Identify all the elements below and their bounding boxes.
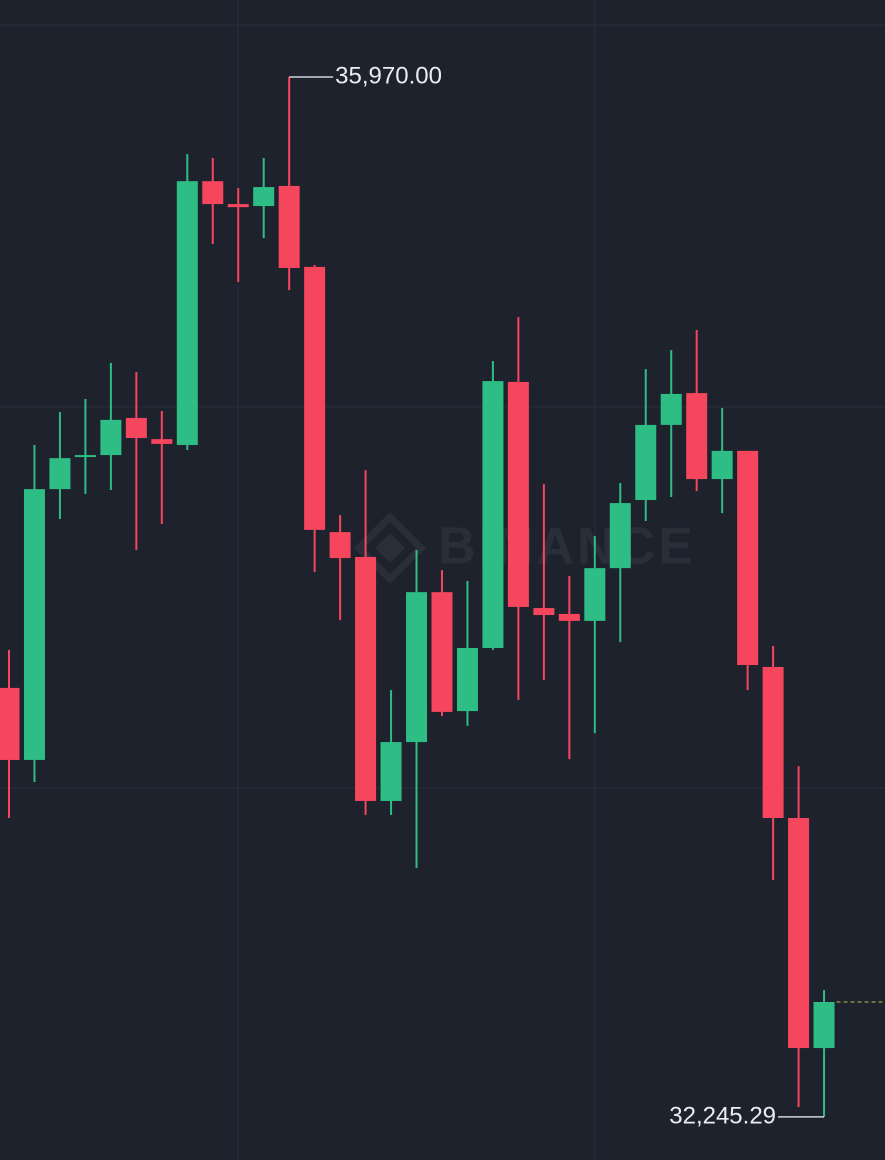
candle-body [558, 613, 580, 621]
candle-body [74, 455, 96, 458]
candle-body [176, 181, 198, 446]
candle-body [533, 608, 555, 616]
candle-body [406, 592, 428, 743]
candle-body [355, 556, 377, 801]
candle-body [788, 818, 810, 1049]
candle-body [635, 424, 657, 501]
high-annotation: 35,970.00 [335, 62, 442, 89]
candle-body [304, 266, 326, 530]
candle-body [380, 742, 402, 801]
candle-body [456, 647, 478, 712]
watermark-text: BINANCE [438, 518, 696, 576]
candle-body [609, 503, 631, 569]
candle-body [711, 450, 733, 480]
candle-body [100, 419, 122, 456]
candle-body [686, 393, 708, 480]
watermark: BINANCE [353, 511, 696, 585]
candle-body [762, 666, 784, 819]
candle-body [253, 187, 275, 207]
candle-body [660, 393, 682, 425]
candle-body [431, 592, 453, 712]
candle-body [227, 204, 249, 208]
candle-body [813, 1001, 835, 1049]
candle-body [23, 489, 45, 760]
candle-body [584, 568, 606, 621]
candle-body [482, 381, 504, 648]
candle-body [507, 381, 529, 607]
candle-body [202, 181, 224, 205]
candle-body [737, 450, 759, 666]
candle-body [0, 687, 20, 760]
candle-body [329, 532, 351, 559]
low-annotation: 32,245.29 [669, 1102, 776, 1129]
candle-body [125, 417, 147, 439]
candle-body [278, 185, 300, 269]
candle-body [49, 458, 71, 490]
candle-body [151, 439, 173, 444]
